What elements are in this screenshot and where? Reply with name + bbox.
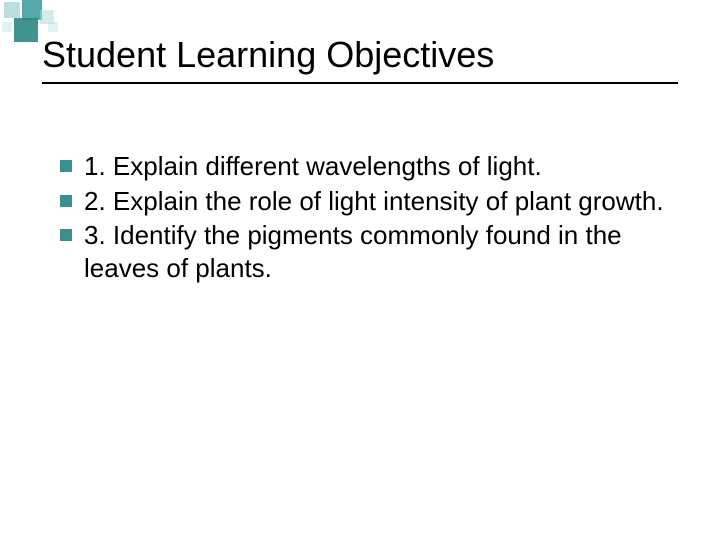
list-item: 3. Identify the pigments commonly found … (60, 219, 670, 284)
list-item: 2. Explain the role of light intensity o… (60, 185, 670, 218)
deco-square (14, 18, 38, 42)
list-item-text: 3. Identify the pigments commonly found … (84, 219, 670, 284)
title-underline (42, 82, 678, 84)
list-item: 1. Explain different wavelengths of ligh… (60, 150, 670, 183)
square-bullet-icon (60, 160, 72, 172)
deco-square (2, 22, 12, 32)
deco-square (4, 2, 20, 18)
square-bullet-icon (60, 229, 72, 241)
list-item-text: 1. Explain different wavelengths of ligh… (84, 150, 542, 183)
deco-square (22, 0, 42, 20)
objectives-list: 1. Explain different wavelengths of ligh… (60, 150, 670, 286)
square-bullet-icon (60, 195, 72, 207)
page-title: Student Learning Objectives (42, 34, 494, 76)
list-item-text: 2. Explain the role of light intensity o… (84, 185, 664, 218)
deco-square (48, 22, 58, 32)
